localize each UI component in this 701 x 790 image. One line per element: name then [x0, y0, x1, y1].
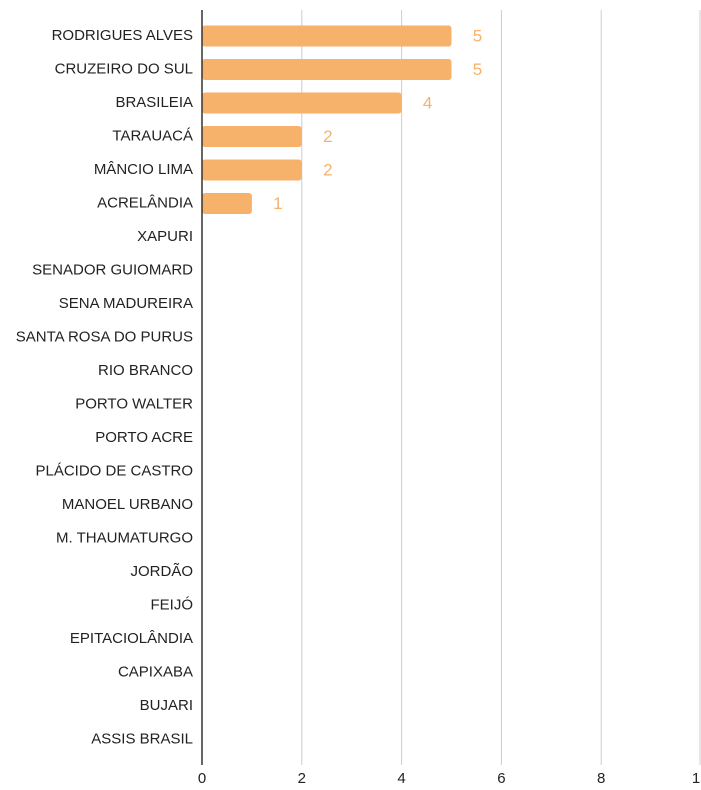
bars: [202, 25, 452, 214]
category-label: M. THAUMATURGO: [56, 529, 193, 546]
category-label: RIO BRANCO: [98, 362, 193, 379]
x-tick-label: 6: [497, 770, 505, 787]
category-label: PLÁCIDO DE CASTRO: [35, 462, 193, 479]
x-tick-label: 0: [198, 770, 206, 787]
bar: [202, 92, 402, 114]
category-labels: RODRIGUES ALVES CRUZEIRO DO SUL BRASILEIA T…: [16, 27, 193, 748]
category-label: SENA MADUREIRA: [59, 295, 193, 312]
category-label: TARAUACÁ: [112, 127, 193, 144]
x-tick-label: 2: [298, 770, 306, 787]
data-label: 4: [423, 93, 432, 112]
x-tick-label: 1: [692, 770, 700, 787]
category-label: CAPIXABA: [118, 663, 193, 680]
category-label: ACRELÂNDIA: [97, 194, 193, 211]
bar: [202, 193, 252, 214]
data-label: 2: [323, 160, 332, 179]
bar: [202, 59, 452, 80]
category-label: JORDÃO: [130, 563, 193, 580]
data-label: 5: [473, 26, 482, 45]
data-label: 2: [323, 127, 332, 146]
category-label: ASSIS BRASIL: [91, 730, 193, 747]
category-label: EPITACIOLÂNDIA: [70, 630, 193, 647]
category-label: PORTO WALTER: [75, 395, 193, 412]
bar: [202, 25, 452, 47]
category-label: BUJARI: [140, 697, 193, 714]
category-label: MÂNCIO LIMA: [94, 161, 193, 178]
gridlines: [301, 10, 701, 765]
category-label: SANTA ROSA DO PURUS: [16, 328, 193, 345]
category-label: RODRIGUES ALVES: [52, 27, 193, 44]
category-label: XAPURI: [137, 228, 193, 245]
category-label: FEIJÓ: [150, 596, 193, 613]
data-label: 5: [473, 60, 482, 79]
x-tick-labels: 0 2 4 6 8 1: [198, 770, 700, 787]
bar: [202, 126, 302, 147]
category-label: BRASILEIA: [115, 94, 193, 111]
category-label: CRUZEIRO DO SUL: [55, 60, 193, 77]
data-labels: 5 5 4 2 2 1: [273, 26, 482, 213]
x-tick-label: 8: [597, 770, 605, 787]
bar: [202, 159, 302, 181]
x-tick-label: 4: [397, 770, 405, 787]
category-label: MANOEL URBANO: [62, 496, 193, 513]
category-label: PORTO ACRE: [95, 429, 193, 446]
category-label: SENADOR GUIOMARD: [32, 261, 193, 278]
data-label: 1: [273, 194, 282, 213]
